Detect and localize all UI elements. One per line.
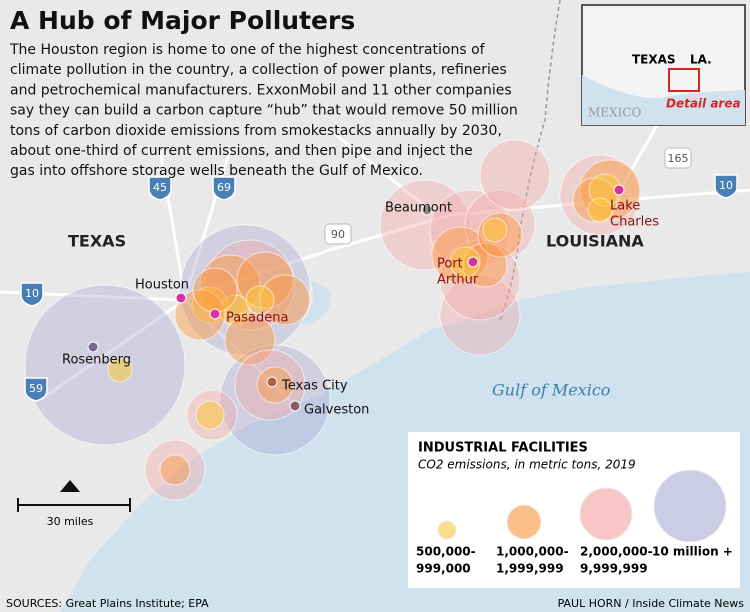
facility-circle [587, 197, 613, 223]
interstate-shield [714, 174, 738, 199]
legend-title: INDUSTRIAL FACILITIES [418, 441, 588, 456]
interstate-shield [148, 176, 172, 201]
facility-circle [144, 439, 206, 501]
legend-label: 999,000 [416, 562, 471, 576]
place-label: Rosenberg [62, 353, 131, 368]
legend-label: 1,000,000- [496, 545, 569, 559]
sources: SOURCES: Great Plains Institute; EPA [6, 597, 209, 610]
description-line: gas into offshore storage wells beneath … [10, 163, 423, 179]
inset-label: TEXAS [632, 53, 676, 67]
facility-circle [449, 246, 481, 278]
place-label: Houston [135, 278, 189, 293]
facility-circle [24, 284, 186, 446]
place-marker [467, 256, 479, 268]
facility-circle [174, 289, 226, 341]
legend-circle [437, 520, 457, 540]
facility-circle [379, 179, 471, 271]
description-line: about one-third of current emissions, an… [10, 143, 473, 159]
legend-circle [579, 487, 633, 541]
legend-label: 9,999,999 [580, 562, 648, 576]
place-marker [175, 292, 187, 304]
scale-label: 30 miles [47, 515, 94, 528]
inset-detail-label: Detail area [666, 97, 741, 111]
place-label: Lake [610, 199, 640, 214]
facility-circle [482, 217, 508, 243]
title: A Hub of Major Polluters [10, 6, 355, 35]
place-label: Beaumont [385, 201, 452, 216]
place-marker [209, 308, 221, 320]
place-marker [421, 204, 433, 216]
inset-label: LA. [690, 53, 712, 67]
description-line: climate pollution in the country, a coll… [10, 62, 507, 78]
facility-circle [224, 314, 276, 366]
facility-circle [192, 267, 238, 313]
region-label: LOUISIANA [546, 232, 644, 251]
facility-circle [159, 454, 191, 486]
facility-circle [245, 285, 275, 315]
description-line: The Houston region is home to one of the… [9, 42, 486, 58]
place-label: Port [437, 257, 463, 272]
legend-label: 500,000- [416, 545, 476, 559]
highway-label: 10 [719, 179, 733, 192]
highway-label: 69 [217, 181, 231, 194]
place-label: Arthur [437, 273, 479, 288]
galveston-bay [300, 280, 331, 325]
credit: PAUL HORN / Inside Climate News [558, 597, 745, 610]
legend-circle [506, 504, 542, 540]
inset-water [582, 75, 745, 125]
place-marker [613, 184, 625, 196]
us-shield [664, 147, 692, 169]
legend: INDUSTRIAL FACILITIES CO2 emissions, in … [408, 432, 740, 588]
facility-circle [195, 400, 225, 430]
place-label: Galveston [304, 403, 369, 418]
facility-circles [24, 139, 641, 501]
description-line: tons of carbon dioxide emissions from sm… [10, 123, 502, 139]
place-marker [266, 376, 278, 388]
water-label: Gulf of Mexico [492, 381, 610, 400]
interstate-shield [212, 176, 236, 201]
description-line: say they can build a carbon capture “hub… [10, 103, 518, 119]
region-label: TEXAS [68, 232, 126, 251]
us-shield [324, 223, 352, 245]
place-label: Texas City [281, 379, 348, 394]
inset-detail-box [668, 68, 700, 92]
interstate-shield [20, 282, 44, 307]
inset-label: MEXICO [588, 106, 642, 120]
facility-circle [107, 357, 133, 383]
legend-label: 10 million + [652, 545, 733, 559]
facility-circle [479, 139, 551, 211]
place-marker [87, 341, 99, 353]
interstate-shield [24, 377, 48, 402]
legend-label: 2,000,000- [580, 545, 653, 559]
legend-subtitle: CO2 emissions, in metric tons, 2019 [418, 458, 636, 472]
legend-label: 1,999,999 [496, 562, 564, 576]
highway-label: 165 [668, 152, 689, 165]
place-label: Pasadena [226, 311, 288, 326]
highway-label: 59 [29, 382, 43, 395]
place-label: Charles [610, 215, 659, 230]
description-line: and petrochemical manufacturers. ExxonMo… [10, 82, 512, 98]
highway-label: 90 [331, 228, 345, 241]
north-arrow [60, 480, 80, 492]
legend-circle [653, 469, 727, 543]
inset-map [581, 4, 746, 126]
scale-bar: 30 miles [17, 480, 131, 528]
highway-label: 45 [153, 181, 167, 194]
place-marker [289, 400, 301, 412]
highway-label: 10 [25, 287, 39, 300]
